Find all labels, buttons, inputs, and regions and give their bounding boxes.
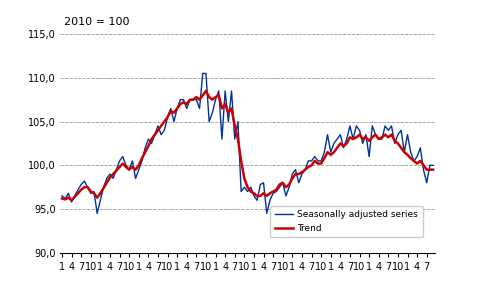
Seasonally adjusted series [161, 129, 167, 132]
Trend [59, 197, 65, 200]
Trend [203, 89, 209, 93]
Seasonally adjusted series [430, 164, 436, 167]
Text: 2010 = 100: 2010 = 100 [64, 16, 129, 27]
Line: Seasonally adjusted series: Seasonally adjusted series [62, 74, 433, 213]
Seasonally adjusted series [133, 177, 139, 180]
Seasonally adjusted series [149, 142, 155, 145]
Trend [69, 199, 74, 202]
Seasonally adjusted series [200, 72, 206, 75]
Trend [430, 168, 436, 171]
Trend [139, 156, 145, 160]
Legend: Seasonally adjusted series, Trend: Seasonally adjusted series, Trend [270, 206, 423, 237]
Trend [411, 159, 417, 163]
Seasonally adjusted series [411, 159, 417, 163]
Trend [149, 137, 155, 141]
Trend [232, 124, 238, 128]
Seasonally adjusted series [94, 212, 100, 215]
Seasonally adjusted series [139, 159, 145, 163]
Trend [161, 120, 167, 123]
Line: Trend: Trend [62, 91, 433, 200]
Seasonally adjusted series [59, 194, 65, 198]
Trend [133, 168, 139, 171]
Seasonally adjusted series [232, 137, 238, 141]
